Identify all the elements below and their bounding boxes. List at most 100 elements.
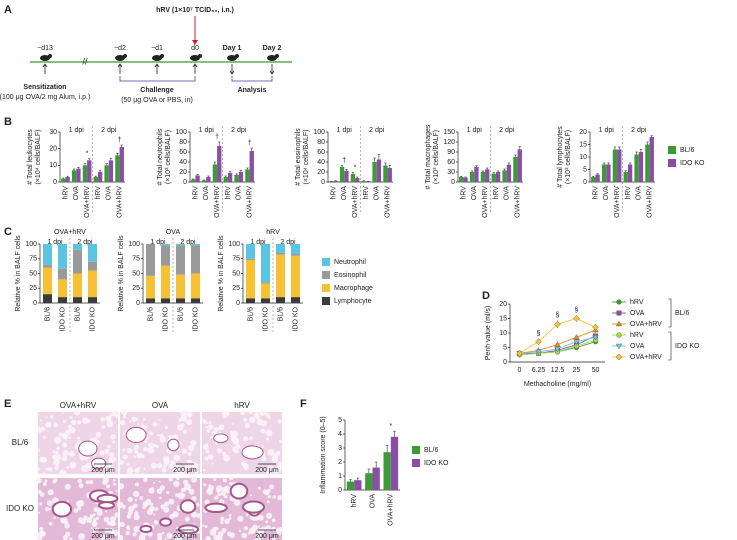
- bar: [634, 154, 639, 182]
- tissue-texture: [139, 496, 144, 500]
- tissue-texture: [119, 419, 126, 426]
- y-tick-label: 50: [232, 270, 240, 277]
- tissue-texture: [101, 425, 106, 429]
- tissue-texture: [249, 416, 256, 424]
- tissue-texture: [259, 409, 266, 416]
- tissue-texture: [174, 493, 179, 498]
- y-tick-label: 10: [499, 330, 507, 337]
- marker: [592, 335, 599, 341]
- tissue-texture: [69, 416, 73, 420]
- significance-mark: †: [342, 157, 346, 164]
- tissue-texture: [67, 424, 72, 429]
- y-tick-label: 60: [447, 159, 455, 166]
- marker: [573, 315, 580, 322]
- tissue-texture: [186, 411, 193, 418]
- tissue-texture: [228, 513, 232, 517]
- significance-mark: *: [354, 164, 357, 171]
- y-tick-label: 60: [317, 149, 325, 156]
- tissue-texture: [221, 527, 227, 533]
- y-tick-label: 40: [179, 159, 187, 166]
- tissue-texture: [54, 450, 59, 455]
- tissue-texture: [92, 513, 96, 517]
- x-tick-label: hRV: [493, 186, 500, 200]
- bar-segment: [146, 275, 155, 299]
- tissue-texture: [126, 467, 134, 475]
- x-tick-label: hRV: [330, 186, 337, 200]
- tissue-texture: [247, 532, 251, 535]
- tissue-texture: [100, 534, 107, 540]
- tissue-texture: [204, 456, 209, 461]
- bar-segment: [276, 297, 285, 303]
- bar-segment: [191, 298, 200, 303]
- tissue-texture: [226, 531, 232, 537]
- tissue-texture: [266, 500, 270, 504]
- legend-bracket: [668, 298, 672, 328]
- tissue-texture: [52, 458, 60, 466]
- y-tick-label: 0: [33, 300, 37, 307]
- mouse-icon: [275, 54, 279, 58]
- tissue-texture: [230, 434, 237, 441]
- scale-bar-label: 200 μm: [173, 533, 197, 540]
- x-tick-label: OVA: [341, 186, 348, 201]
- tissue-texture: [86, 517, 93, 524]
- tissue-texture: [59, 469, 67, 477]
- tissue-texture: [161, 531, 165, 535]
- bar-segment: [43, 294, 52, 303]
- significance-mark: †: [118, 137, 122, 144]
- airway: [229, 482, 249, 500]
- tissue-texture: [95, 431, 102, 438]
- tissue-texture: [97, 507, 103, 513]
- tissue-texture: [133, 514, 140, 521]
- tissue-texture: [126, 525, 131, 530]
- tissue-texture: [157, 532, 163, 538]
- x-tick-label: hRV: [351, 494, 358, 508]
- tissue-texture: [142, 418, 146, 422]
- bar: [474, 167, 479, 182]
- x-tick-label: OVA: [603, 186, 610, 201]
- scale-bar-label: 200 μm: [255, 533, 279, 540]
- tissue-texture: [159, 496, 162, 500]
- bar: [595, 174, 600, 182]
- tissue-texture: [92, 517, 97, 522]
- bar: [87, 160, 92, 182]
- x-tick-label: hRV: [592, 186, 599, 200]
- y-tick-label: 20: [179, 169, 187, 176]
- tissue-texture: [207, 454, 214, 460]
- airway: [91, 457, 107, 470]
- tissue-texture: [147, 446, 155, 454]
- day-label: d0: [191, 45, 199, 52]
- y-tick-label: 10: [49, 162, 57, 169]
- tissue-texture: [220, 518, 224, 521]
- tissue-texture: [263, 411, 267, 414]
- legend-marker: [615, 353, 623, 361]
- significance-mark: §: [556, 312, 560, 319]
- tissue-texture: [85, 462, 92, 470]
- tissue-texture: [228, 475, 234, 481]
- y-axis-label: Relative % in BALF cells: [218, 235, 225, 312]
- airway: [204, 502, 228, 514]
- tissue-texture: [112, 479, 116, 482]
- tissue-texture: [149, 431, 154, 436]
- y-axis-label: Relative % in BALF cells: [15, 235, 22, 312]
- challenge: Challenge: [140, 87, 174, 94]
- tissue-texture: [156, 434, 160, 437]
- bar-segment: [276, 252, 285, 255]
- tissue-texture: [131, 416, 137, 422]
- airway: [179, 499, 197, 514]
- tissue-texture: [109, 516, 116, 523]
- group-label: 1 dpi: [150, 239, 166, 246]
- bar-segment: [191, 273, 200, 299]
- y-tick-label: 75: [232, 256, 240, 263]
- marker: [573, 334, 580, 340]
- tissue-texture: [39, 502, 43, 506]
- tissue-texture: [194, 470, 199, 475]
- tissue-texture: [205, 425, 209, 429]
- tissue-texture: [52, 455, 56, 459]
- tissue-texture: [265, 520, 269, 524]
- tissue-texture: [129, 497, 132, 500]
- tissue-texture: [181, 493, 186, 498]
- tissue-texture: [180, 409, 188, 417]
- tissue-texture: [94, 439, 101, 446]
- bar-segment: [73, 297, 82, 303]
- y-axis-label: # Total neutrophils: [157, 128, 164, 185]
